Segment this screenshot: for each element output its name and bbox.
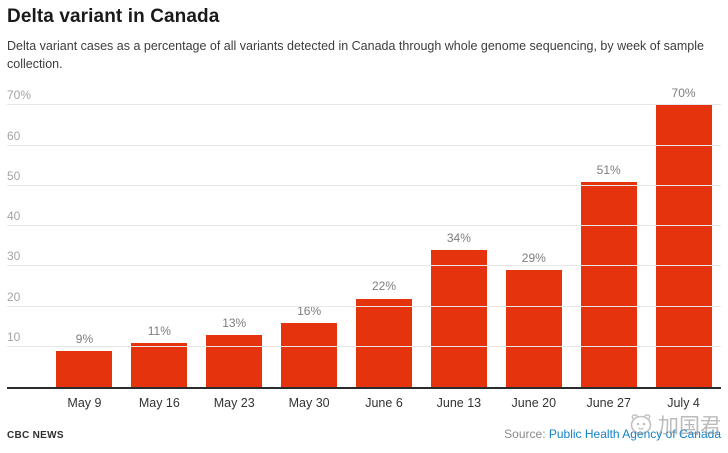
bars-container: 9% 11% 13% 16% 22% 34% 29% 51% 70% [47, 86, 721, 388]
y-axis-tick-label: 60 [7, 128, 21, 143]
bar [56, 350, 113, 388]
bar [580, 181, 637, 388]
x-axis-tick-label: June 6 [365, 396, 403, 411]
bar-column: 51% [571, 162, 646, 388]
y-axis-tick-label: 50 [7, 168, 21, 183]
bar [356, 298, 412, 388]
y-axis-tick-label: 70% [7, 88, 32, 103]
bar-column: 9% [47, 331, 122, 388]
chart-subtitle: Delta variant cases as a percentage of a… [7, 39, 704, 72]
bar-value-label: 16% [297, 303, 322, 318]
gridline [7, 144, 721, 146]
bar-column: 11% [122, 323, 197, 388]
cbc-news-logo: CBC NEWS [7, 430, 64, 442]
bar [655, 105, 712, 388]
source-prefix: Source: [504, 427, 546, 442]
bar-column: 16% [272, 303, 347, 388]
x-axis-tick-label: May 9 [67, 396, 102, 411]
plot-area: 9% 11% 13% 16% 22% 34% 29% 51% 70% 10 20 30 40 50 60 7… [7, 86, 721, 390]
bar-column: 34% [421, 231, 496, 388]
source-link[interactable]: Public Health Agency of Canada [548, 427, 721, 442]
bar [131, 342, 188, 388]
bar [206, 334, 263, 388]
bar-value-label: 22% [371, 279, 397, 294]
bar-column: 29% [496, 251, 571, 388]
bar [281, 322, 338, 388]
gridline [7, 305, 721, 307]
x-axis-tick-label: June 20 [511, 396, 557, 411]
x-axis-tick-label: May 23 [213, 396, 255, 411]
page: Delta variant in Canada Delta variant ca… [7, 6, 721, 441]
gridline [7, 345, 721, 347]
y-axis-tick-label: 20 [7, 289, 21, 304]
bar-value-label: 11% [147, 323, 171, 338]
gridline [7, 184, 721, 186]
source-attribution: Source: Public Health Agency of Canada [504, 427, 721, 441]
y-axis-tick-label: 10 [7, 329, 21, 344]
bar-value-label: 51% [596, 162, 621, 177]
bar-value-label: 13% [222, 315, 247, 330]
bar-chart: 9% 11% 13% 16% 22% 34% 29% 51% 70% 10 20 30 40 50 60 7… [7, 86, 721, 410]
chart-title: Delta variant in Canada [7, 6, 220, 27]
bar [430, 250, 487, 388]
bar-column: 70% [646, 86, 721, 388]
x-axis-tick-label: May 30 [288, 396, 330, 411]
gridline [7, 225, 721, 227]
bar-column: 22% [347, 279, 422, 388]
bar-column: 13% [197, 315, 272, 388]
x-axis-tick-label: June 13 [436, 396, 482, 411]
bar-value-label: 34% [446, 231, 471, 246]
x-axis-tick-label: July 4 [667, 396, 700, 411]
y-axis-tick-label: 40 [7, 209, 21, 224]
bar-value-label: 9% [75, 331, 94, 346]
bar-value-label: 29% [521, 251, 546, 266]
gridline [7, 265, 721, 267]
x-axis-tick-label: May 16 [138, 396, 180, 411]
x-axis-tick-label: June 27 [586, 396, 631, 411]
y-axis-tick-label: 30 [7, 249, 21, 264]
footer: CBC NEWS Source: Public Health Agency of… [7, 427, 721, 441]
x-axis-labels: May 9 May 16 May 23 May 30 June 6 June 13 June… [47, 396, 721, 410]
gridline [7, 104, 721, 106]
bar [505, 270, 562, 388]
bar-value-label: 70% [671, 86, 696, 101]
